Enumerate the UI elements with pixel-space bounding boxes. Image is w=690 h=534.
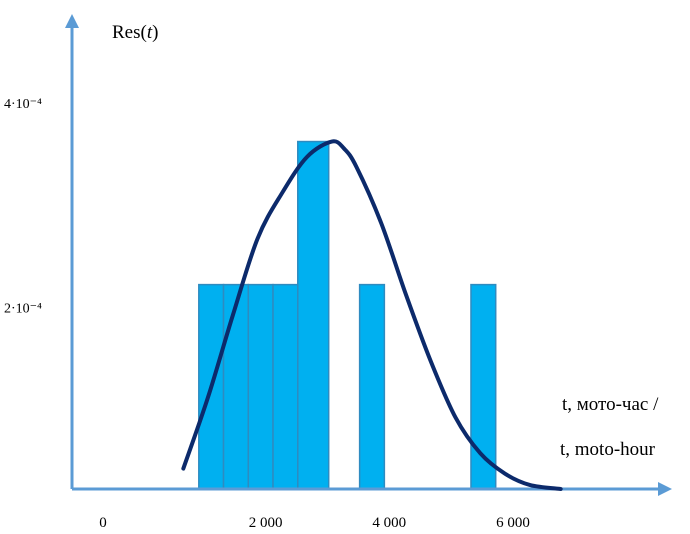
bars-group [198,140,497,490]
bar-4 [272,283,299,490]
x-axis-label-line2: t, moto-hour [560,439,656,460]
axes-group [65,14,672,496]
bar-2 [222,283,250,490]
x-tick-label-1: 0 [99,515,107,531]
y-axis-label: Res(t) [112,22,158,43]
tick-labels-group: 0 2 000 4 000 6 000 2·10⁻⁴ 4·10⁻⁴ [4,97,530,531]
y-axis-arrow [65,14,79,28]
bar-6 [358,283,386,490]
y-tick-label-2: 4·10⁻⁴ [4,97,42,112]
x-tick-label-3: 4 000 [372,515,406,531]
bar-5 [297,140,330,490]
x-axis-label-line1: t, мото-час / [562,394,659,415]
density-curve [181,139,563,491]
bar-3 [247,283,274,490]
x-axis-arrow [658,482,672,496]
x-tick-label-2: 2 000 [249,515,283,531]
y-tick-label-1: 2·10⁻⁴ [4,302,42,317]
x-tick-label-4: 6 000 [496,515,530,531]
